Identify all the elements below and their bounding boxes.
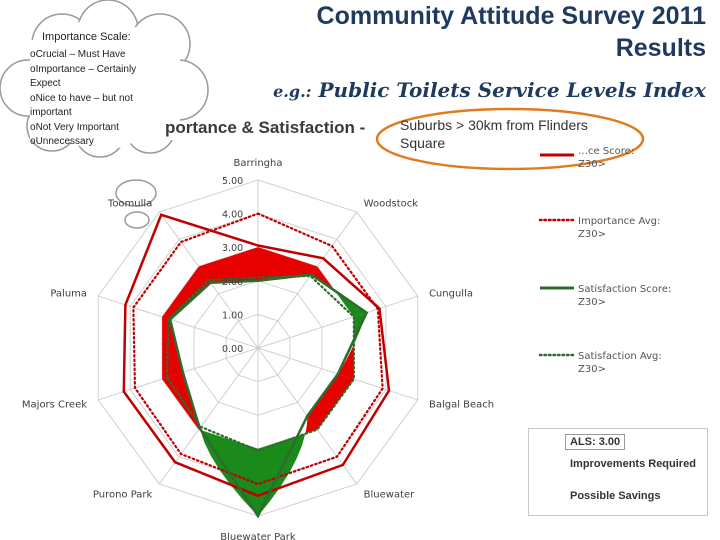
grid-spoke <box>257 295 418 349</box>
legend: …ce Score: Z30> Importance Avg: Z30> Satisfa… <box>538 146 671 375</box>
series-line-3 <box>165 274 355 452</box>
scale-item: Not Very Important <box>30 121 160 136</box>
legend-label: Satisfaction Avg: <box>578 351 662 362</box>
improvement-area <box>337 344 354 380</box>
improvement-area <box>305 415 318 434</box>
category-label: Barringha <box>234 158 283 169</box>
category-label: Paluma <box>50 288 87 299</box>
suburbs-note: Suburbs > 30km from Flinders Square <box>400 117 588 151</box>
series-line-2 <box>168 273 369 519</box>
tick-label: 5.00 <box>222 176 243 187</box>
category-label: Bluewater Park <box>220 532 296 540</box>
scale-item: Importance – Certainly Expect <box>30 63 160 92</box>
scale-item: Nice to have – but not important <box>30 92 160 121</box>
category-label: Purono Park <box>93 489 153 500</box>
category-label: Cungulla <box>429 288 473 299</box>
importance-scale-title: Importance Scale: <box>42 31 131 43</box>
legend-label: …ce Score: <box>578 146 634 157</box>
scale-item: Unnecessary <box>30 135 160 150</box>
chart-title: portance & Satisfaction - <box>165 118 366 137</box>
improvement-area <box>307 373 354 430</box>
improvements-label: Improvements Required <box>570 458 696 470</box>
category-label: Majors Creek <box>22 400 87 411</box>
page-title-line1: Community Attitude Survey 2011 <box>316 2 706 30</box>
grid-spoke <box>257 211 358 349</box>
radar-series <box>122 212 391 519</box>
radar-ticks: 0.00 1.00 2.00 3.00 4.00 5.00 <box>222 176 243 355</box>
series-line-1 <box>132 212 384 486</box>
improvement-area <box>162 316 183 380</box>
improvement-area <box>311 266 333 289</box>
category-label: Bluewater <box>364 489 416 500</box>
radar-fills <box>162 247 367 516</box>
als-header: ALS: 3.00 <box>565 434 626 450</box>
tick-label: 4.00 <box>222 210 243 221</box>
tick-label: 0.00 <box>222 344 243 355</box>
improvement-area <box>198 247 258 283</box>
tick-label: 1.00 <box>222 310 243 321</box>
legend-label-sub: Z30> <box>578 364 606 375</box>
legend-label-sub: Z30> <box>578 229 606 240</box>
subtitle-main: Public Toilets Service Levels Index <box>318 78 706 102</box>
legend-label-sub: Z30> <box>578 297 606 308</box>
category-label: Toomulla <box>107 199 152 210</box>
improvement-area <box>162 266 211 320</box>
series-line-0 <box>122 213 391 498</box>
importance-scale-list: Crucial – Must Have Importance – Certain… <box>30 48 160 150</box>
improvement-area <box>162 372 200 430</box>
category-label: Balgal Beach <box>429 400 494 411</box>
improvement-area <box>258 247 318 281</box>
legend-label: Importance Avg: <box>578 216 660 227</box>
tick-label: 2.00 <box>222 277 243 288</box>
page-title-line2: Results <box>615 34 706 62</box>
savings-label: Possible Savings <box>570 490 661 502</box>
category-label: Woodstock <box>364 199 419 210</box>
radar-labels: Barringha Woodstock Cungulla Balgal Beach Bl… <box>22 158 494 540</box>
legend-label-sub: Z30> <box>578 159 606 170</box>
scale-item: Crucial – Must Have <box>30 48 160 63</box>
highlight-ellipse <box>375 107 645 171</box>
page-subtitle: e.g.: Public Toilets Service Levels Inde… <box>255 78 706 102</box>
legend-label: Satisfaction Score: <box>578 284 671 295</box>
tick-label: 3.00 <box>222 243 243 254</box>
savings-area <box>258 433 306 516</box>
subtitle-prefix: e.g.: <box>273 82 312 101</box>
